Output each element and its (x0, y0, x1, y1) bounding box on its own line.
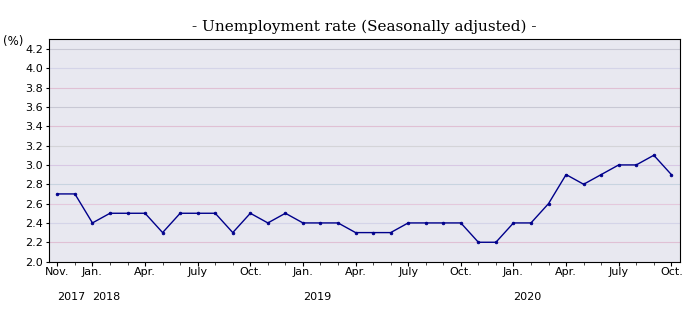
Text: 2017: 2017 (58, 292, 85, 302)
Text: 2019: 2019 (303, 292, 331, 302)
Text: 2018: 2018 (92, 292, 121, 302)
Title: - Unemployment rate (Seasonally adjusted) -: - Unemployment rate (Seasonally adjusted… (192, 20, 536, 34)
Y-axis label: (%): (%) (3, 35, 24, 48)
Text: 2020: 2020 (514, 292, 542, 302)
